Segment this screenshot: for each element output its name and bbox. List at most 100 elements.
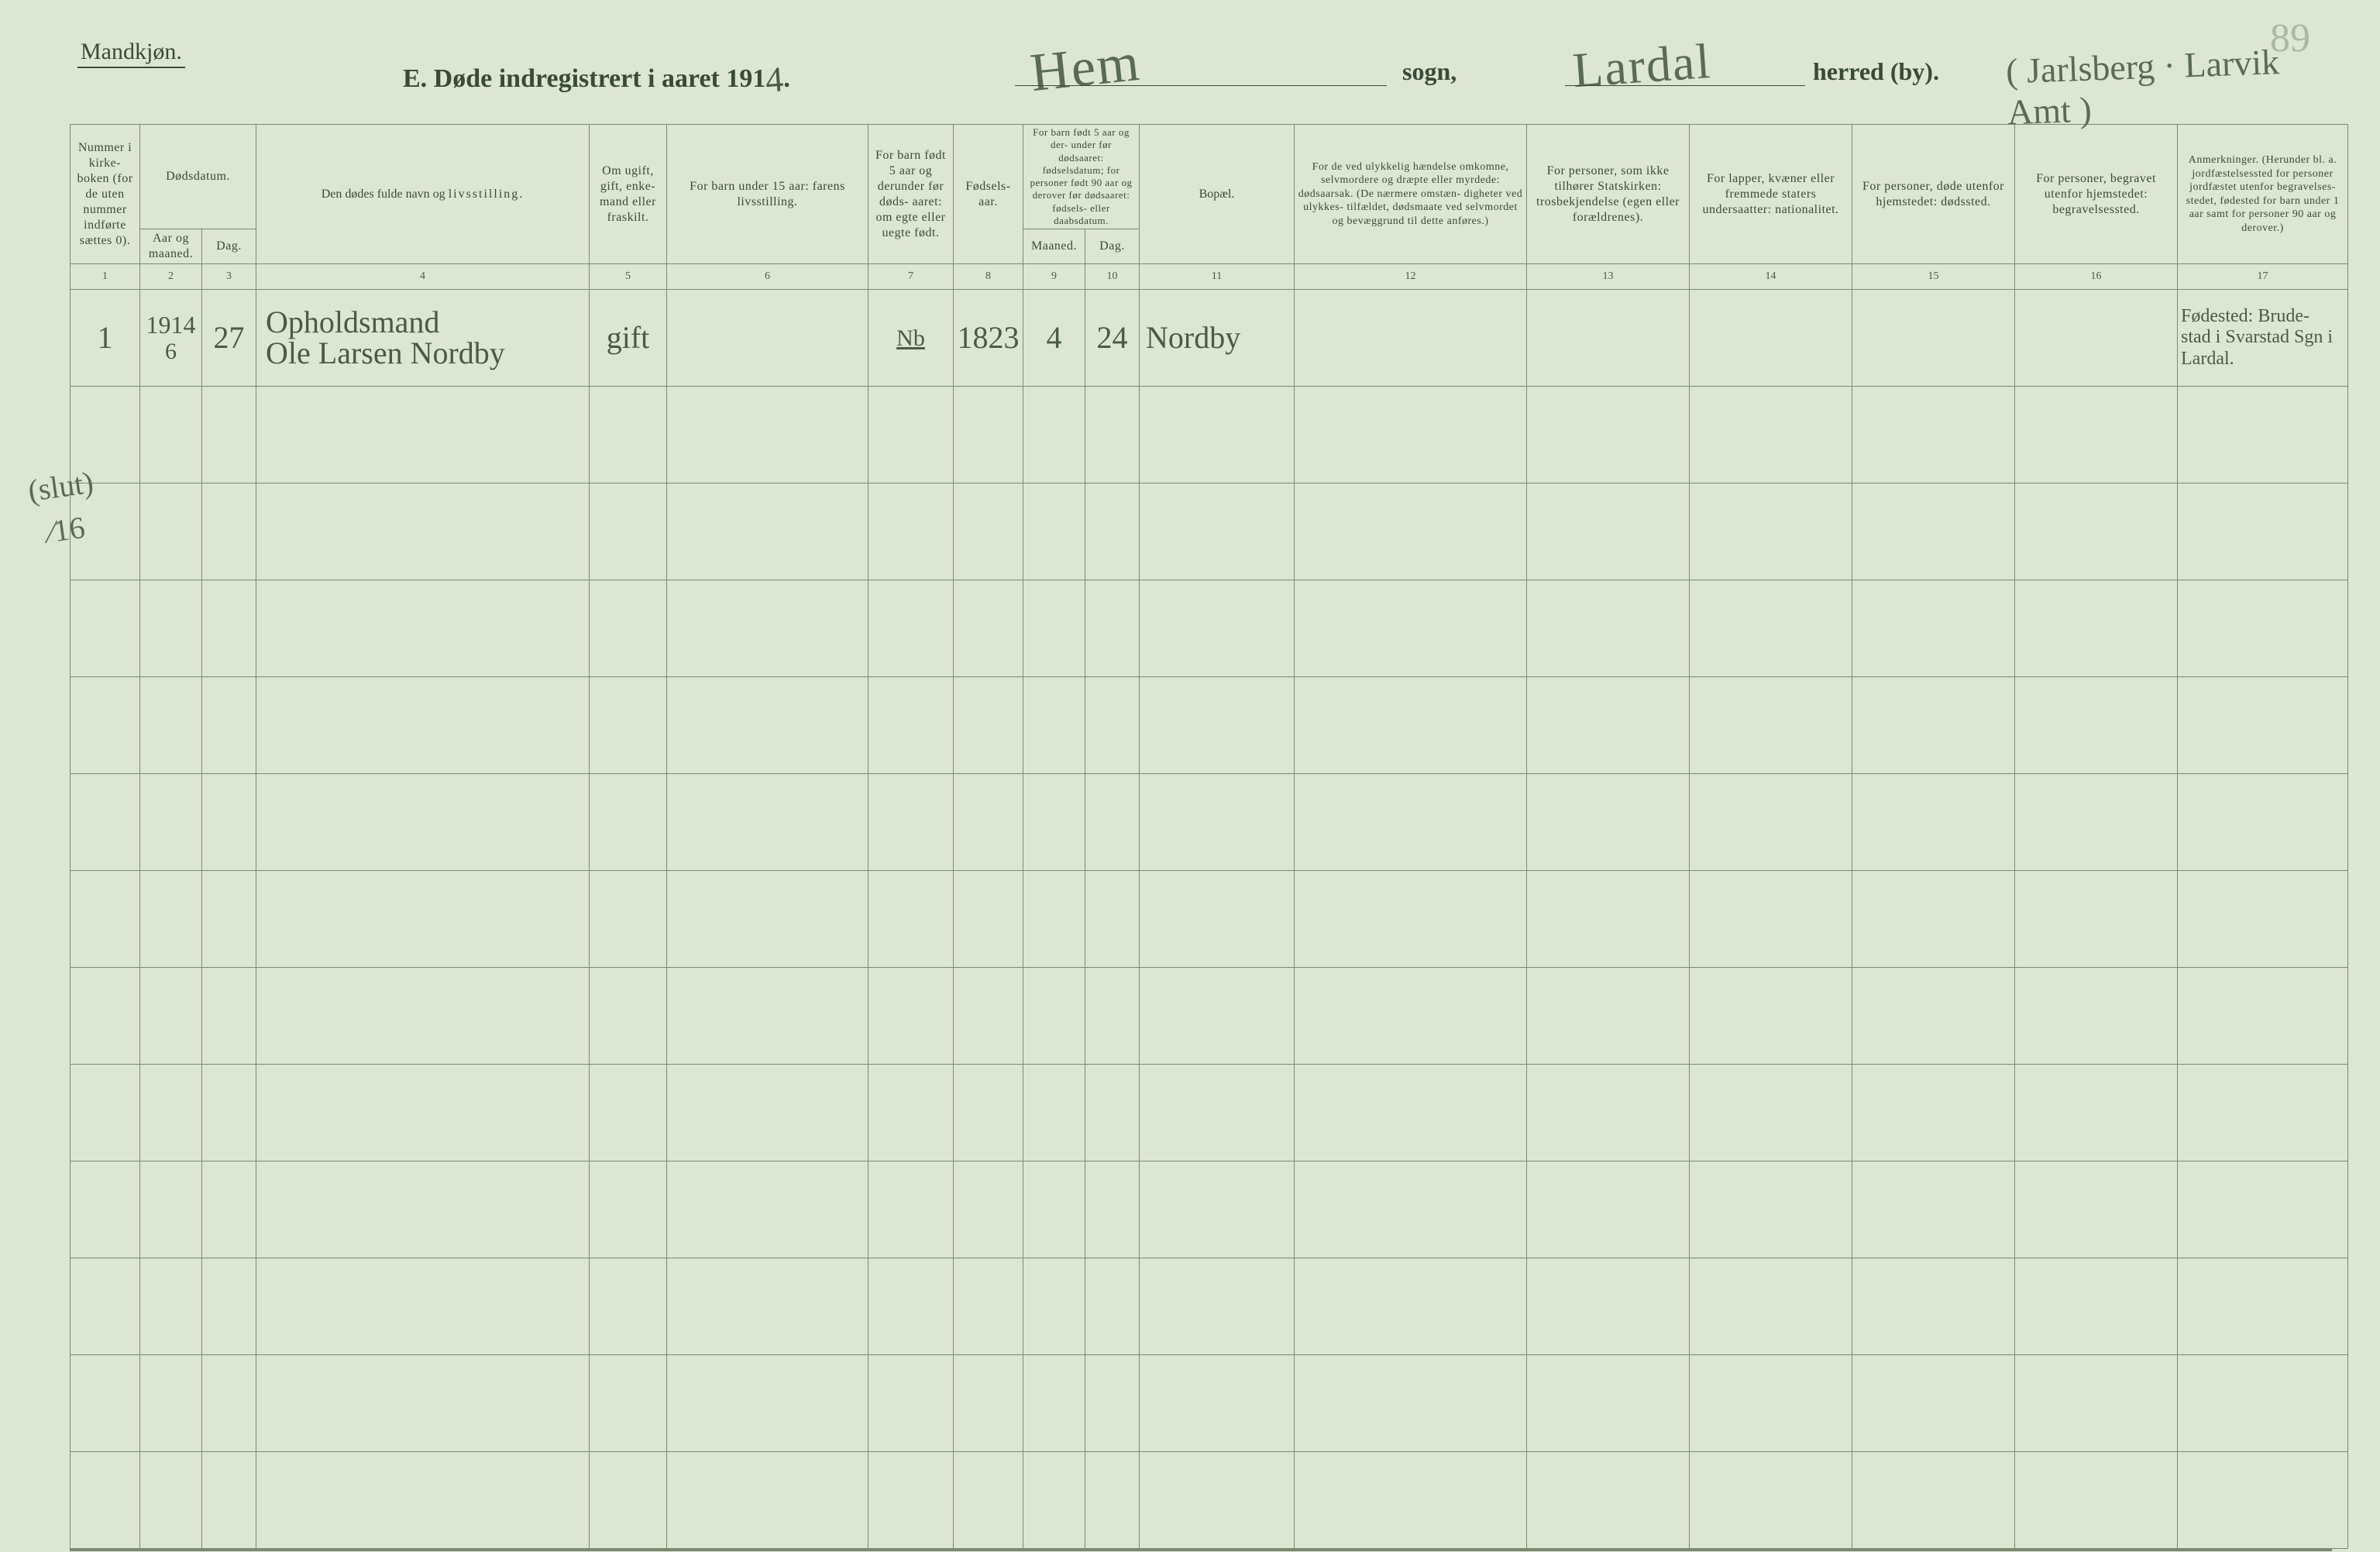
cell-name-main: Ole Larsen Nordby: [266, 338, 586, 369]
blank-cell: [954, 1452, 1023, 1549]
blank-cell: [202, 1452, 256, 1549]
blank-cell: [590, 387, 667, 483]
colnum-4: 4: [256, 264, 590, 290]
blank-cell: [1690, 1355, 1852, 1452]
blank-cell: [1527, 1452, 1690, 1549]
hdr-col6: For barn under 15 aar: farens livsstilli…: [667, 125, 868, 264]
blank-cell: [140, 677, 202, 774]
blank-cell: [667, 580, 868, 677]
blank-cell: [2178, 1452, 2348, 1549]
blank-cell: [71, 1065, 140, 1161]
blank-cell: [1085, 1452, 1140, 1549]
blank-cell: [2015, 1258, 2178, 1355]
blank-cell: [1085, 968, 1140, 1065]
cell-col14: [1690, 290, 1852, 387]
blank-cell: [1295, 774, 1527, 871]
blank-cell: [1295, 871, 1527, 968]
blank-cell: [667, 387, 868, 483]
hdr-col8: Fødsels- aar.: [954, 125, 1023, 264]
blank-cell: [256, 1065, 590, 1161]
blank-cell: [868, 1355, 954, 1452]
colnum-13: 13: [1527, 264, 1690, 290]
blank-cell: [868, 1258, 954, 1355]
sogn-handwritten: Hem: [1027, 32, 1144, 105]
blank-cell: [1690, 677, 1852, 774]
blank-cell: [1852, 1258, 2015, 1355]
blank-cell: [71, 871, 140, 968]
blank-cell: [954, 1355, 1023, 1452]
table-row: [71, 677, 2348, 774]
cell-col17: Fødested: Brude- stad i Svarstad Sgn i L…: [2178, 290, 2348, 387]
blank-cell: [590, 483, 667, 580]
blank-cell: [202, 580, 256, 677]
cell-month: 6: [143, 339, 198, 364]
blank-cell: [1023, 968, 1085, 1065]
cell-year-top: 1914: [143, 311, 198, 339]
blank-cell: [2015, 1161, 2178, 1258]
cell-bopael: Nordby: [1140, 290, 1295, 387]
table-bottom-border: [70, 1549, 2332, 1551]
blank-cell: [590, 677, 667, 774]
blank-cell: [2178, 1258, 2348, 1355]
blank-cell: [2178, 580, 2348, 677]
blank-cell: [1295, 968, 1527, 1065]
blank-cell: [2015, 871, 2178, 968]
blank-cell: [1023, 774, 1085, 871]
blank-cell: [1527, 580, 1690, 677]
blank-cell: [71, 968, 140, 1065]
blank-cell: [1085, 387, 1140, 483]
blank-cell: [667, 774, 868, 871]
blank-cell: [2178, 774, 2348, 871]
title-year-hand: 4: [765, 58, 786, 100]
blank-cell: [954, 677, 1023, 774]
cell-col17-top: Fødested: Brude-: [2181, 306, 2344, 328]
blank-cell: [1085, 871, 1140, 968]
blank-cell: [2015, 1065, 2178, 1161]
colnum-2: 2: [140, 264, 202, 290]
blank-cell: [868, 483, 954, 580]
blank-cell: [868, 1161, 954, 1258]
blank-cell: [140, 1065, 202, 1161]
blank-cell: [1085, 1161, 1140, 1258]
blank-cell: [868, 871, 954, 968]
register-table: Nummer i kirke- boken (for de uten numme…: [70, 124, 2348, 1549]
blank-cell: [1085, 1258, 1140, 1355]
blank-cell: [140, 968, 202, 1065]
blank-cell: [954, 1161, 1023, 1258]
blank-cell: [256, 677, 590, 774]
colnum-15: 15: [1852, 264, 2015, 290]
hdr-col9a: Maaned.: [1023, 229, 1085, 264]
blank-cell: [1690, 968, 1852, 1065]
blank-cell: [140, 871, 202, 968]
blank-cell: [954, 1258, 1023, 1355]
colnum-8: 8: [954, 264, 1023, 290]
blank-cell: [954, 580, 1023, 677]
blank-cell: [1852, 1161, 2015, 1258]
cell-num: 1: [71, 290, 140, 387]
register-page: 89 Mandkjøn. E. Døde indregistrert i aar…: [0, 0, 2380, 1552]
blank-cell: [71, 1355, 140, 1452]
blank-cell: [1140, 1161, 1295, 1258]
blank-cell: [868, 1065, 954, 1161]
blank-cell: [590, 1258, 667, 1355]
blank-cell: [1295, 1452, 1527, 1549]
blank-cell: [1852, 580, 2015, 677]
blank-cell: [1690, 1452, 1852, 1549]
blank-cell: [2015, 774, 2178, 871]
blank-cell: [256, 483, 590, 580]
blank-cell: [1527, 774, 1690, 871]
blank-cell: [1085, 774, 1140, 871]
blank-cell: [2178, 677, 2348, 774]
blank-cell: [140, 580, 202, 677]
table-row: [71, 774, 2348, 871]
blank-cell: [1023, 1065, 1085, 1161]
blank-cell: [256, 387, 590, 483]
blank-cell: [868, 774, 954, 871]
blank-cell: [2178, 1355, 2348, 1452]
title-prefix: E. Døde indregistrert i aaret 191: [403, 64, 765, 93]
colnum-1: 1: [71, 264, 140, 290]
blank-cell: [667, 1355, 868, 1452]
blank-cell: [71, 1258, 140, 1355]
blank-cell: [1852, 387, 2015, 483]
table-row: [71, 483, 2348, 580]
